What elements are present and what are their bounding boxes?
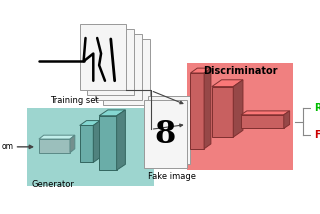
Polygon shape bbox=[99, 110, 125, 116]
Bar bbox=[187, 63, 293, 170]
Bar bbox=[80, 24, 126, 91]
Text: R: R bbox=[314, 103, 320, 113]
Bar bbox=[87, 29, 134, 95]
Polygon shape bbox=[241, 111, 290, 115]
Polygon shape bbox=[241, 115, 284, 128]
Bar bbox=[148, 96, 190, 164]
Bar bbox=[103, 39, 150, 105]
Polygon shape bbox=[204, 68, 211, 149]
Polygon shape bbox=[233, 80, 243, 137]
Polygon shape bbox=[284, 111, 290, 128]
Polygon shape bbox=[39, 139, 70, 153]
Polygon shape bbox=[212, 87, 233, 137]
Polygon shape bbox=[190, 68, 211, 73]
Polygon shape bbox=[93, 121, 100, 162]
Text: 8: 8 bbox=[155, 119, 176, 150]
Bar bbox=[144, 100, 187, 168]
Polygon shape bbox=[116, 110, 125, 170]
Text: Generator: Generator bbox=[31, 180, 74, 189]
Polygon shape bbox=[70, 135, 75, 153]
Bar bbox=[27, 108, 154, 186]
Text: F: F bbox=[314, 130, 320, 140]
Text: Fake image: Fake image bbox=[148, 172, 196, 181]
Polygon shape bbox=[39, 135, 75, 139]
Polygon shape bbox=[212, 80, 243, 87]
Polygon shape bbox=[80, 125, 93, 162]
Bar bbox=[95, 34, 142, 100]
Polygon shape bbox=[190, 73, 204, 149]
Polygon shape bbox=[99, 116, 116, 170]
Text: Discriminator: Discriminator bbox=[203, 66, 277, 76]
Polygon shape bbox=[80, 121, 100, 125]
Text: Training set: Training set bbox=[51, 96, 99, 105]
Text: om: om bbox=[2, 142, 14, 151]
